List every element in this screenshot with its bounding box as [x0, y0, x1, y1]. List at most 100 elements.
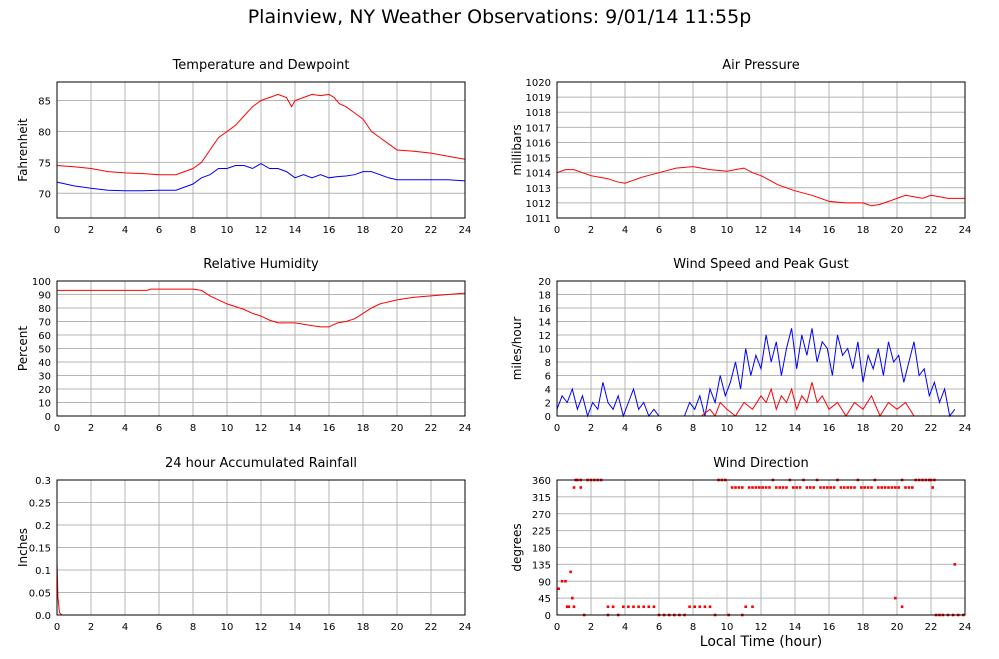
x-tick-label: 10	[721, 423, 734, 434]
data-point	[832, 486, 836, 489]
y-tick-label: 180	[532, 544, 551, 555]
y-tick-label: 10	[38, 399, 51, 410]
data-point	[911, 486, 914, 489]
x-axis-label: Local Time (hour)	[699, 634, 823, 650]
x-tick-label: 8	[690, 225, 696, 236]
data-point	[693, 605, 696, 609]
x-tick-label: 2	[88, 225, 94, 236]
x-tick-label: 0	[54, 423, 60, 434]
y-tick-label: 1017	[526, 123, 551, 134]
x-tick-label: 2	[588, 622, 594, 633]
data-point	[953, 563, 957, 566]
data-point	[744, 605, 747, 609]
data-point	[795, 486, 798, 489]
x-tick-label: 12	[755, 622, 768, 633]
y-tick-label: 2	[545, 399, 551, 410]
y-axis-label: degrees	[510, 523, 524, 571]
x-tick-label: 22	[425, 225, 438, 236]
data-point	[822, 486, 826, 489]
chart-title: Wind Direction	[713, 456, 809, 471]
data-point	[870, 486, 873, 489]
x-tick-label: 22	[425, 423, 438, 434]
data-point	[931, 486, 934, 489]
y-tick-label: 100	[32, 277, 51, 288]
data-point	[900, 605, 904, 609]
y-tick-label: 1019	[526, 93, 551, 104]
x-tick-label: 12	[755, 225, 768, 236]
x-tick-label: 18	[857, 622, 870, 633]
x-tick-label: 0	[54, 622, 60, 633]
x-tick-label: 16	[323, 225, 336, 236]
y-tick-label: 16	[538, 304, 551, 315]
x-tick-label: 6	[656, 622, 662, 633]
data-point	[611, 605, 615, 609]
data-point	[565, 605, 569, 609]
x-tick-label: 20	[891, 423, 904, 434]
y-axis-label: Fahrenheit	[16, 118, 30, 182]
data-point	[849, 486, 853, 489]
x-tick-label: 8	[190, 225, 196, 236]
chart-title: Temperature and Dewpoint	[172, 58, 350, 73]
y-tick-label: 1015	[526, 154, 551, 165]
x-tick-label: 16	[323, 423, 336, 434]
data-point	[647, 605, 651, 609]
y-tick-label: 70	[38, 318, 51, 329]
x-tick-label: 14	[289, 225, 302, 236]
x-tick-label: 12	[255, 423, 268, 434]
y-tick-label: 360	[532, 476, 551, 487]
x-tick-label: 16	[823, 423, 836, 434]
data-point	[571, 596, 574, 600]
x-tick-label: 8	[190, 423, 196, 434]
page-title: Plainview, NY Weather Observations: 9/01…	[247, 6, 752, 28]
x-tick-label: 18	[857, 423, 870, 434]
x-tick-label: 14	[789, 622, 802, 633]
series-line-2	[701, 382, 915, 418]
series-line-1	[556, 328, 956, 418]
data-point	[883, 486, 887, 489]
data-point	[737, 486, 741, 489]
data-point	[775, 486, 778, 489]
y-tick-label: 0.05	[29, 589, 51, 600]
data-point	[894, 486, 897, 489]
chart-title: Air Pressure	[722, 58, 800, 73]
chart-title: 24 hour Accumulated Rainfall	[165, 456, 357, 471]
data-point	[880, 486, 883, 489]
data-point	[579, 486, 583, 489]
data-point	[688, 605, 691, 609]
y-tick-label: 1012	[526, 199, 551, 210]
data-point	[734, 486, 737, 489]
x-tick-label: 22	[425, 622, 438, 633]
data-point	[698, 605, 702, 609]
y-axis-label: Inches	[16, 528, 30, 567]
data-point	[569, 570, 572, 574]
x-tick-label: 10	[221, 225, 234, 236]
data-point	[747, 486, 751, 489]
x-tick-label: 24	[959, 423, 972, 434]
x-tick-label: 8	[690, 423, 696, 434]
chart-title: Wind Speed and Peak Gust	[673, 257, 848, 272]
data-point	[637, 605, 640, 609]
y-tick-label: 50	[38, 345, 51, 356]
x-tick-label: 20	[391, 225, 404, 236]
x-tick-label: 22	[925, 622, 938, 633]
y-tick-label: 225	[532, 527, 551, 538]
y-tick-label: 0.2	[35, 521, 51, 532]
data-point	[894, 596, 897, 600]
x-tick-label: 16	[823, 622, 836, 633]
x-tick-label: 20	[391, 622, 404, 633]
x-tick-label: 6	[656, 423, 662, 434]
x-tick-label: 24	[459, 423, 472, 434]
data-point	[890, 486, 894, 489]
y-tick-label: 135	[532, 560, 551, 571]
y-tick-label: 1011	[526, 214, 551, 225]
x-tick-label: 2	[88, 622, 94, 633]
plot-frame	[56, 280, 466, 417]
data-point	[866, 486, 870, 489]
x-tick-label: 20	[891, 225, 904, 236]
x-tick-label: 20	[891, 622, 904, 633]
y-tick-label: 1020	[526, 78, 551, 89]
data-point	[778, 486, 781, 489]
